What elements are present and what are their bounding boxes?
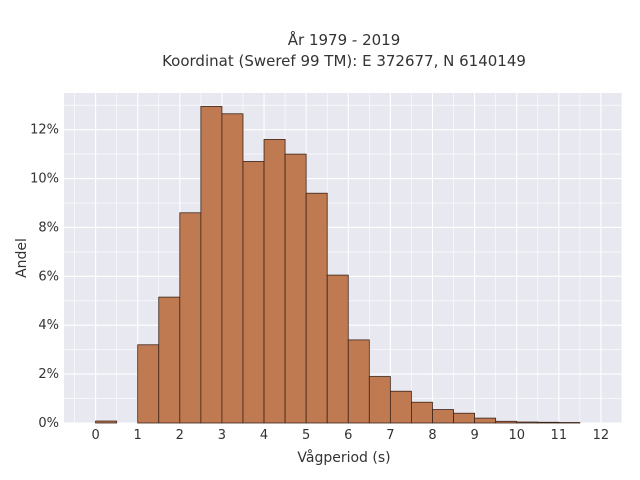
histogram-bar — [389, 390, 412, 424]
histogram-bar — [179, 212, 202, 424]
y-tick-label: 0% — [38, 416, 59, 431]
histogram-bar — [284, 153, 307, 424]
x-tick-label: 12 — [593, 428, 610, 443]
histogram-bar — [411, 401, 433, 424]
x-tick-label: 10 — [508, 428, 525, 443]
chart-title: År 1979 - 2019 — [288, 30, 401, 49]
x-tick-label: 4 — [260, 428, 268, 443]
x-tick-label: 3 — [218, 428, 226, 443]
x-axis-ticks: 0 1 2 3 4 5 6 7 8 9 10 11 12 — [91, 428, 609, 443]
x-tick-label: 6 — [344, 428, 352, 443]
histogram-bar — [495, 420, 518, 424]
x-tick-label: 11 — [551, 428, 568, 443]
x-axis-label: Vågperiod (s) — [297, 449, 390, 466]
histogram-bar — [200, 106, 223, 424]
y-axis-ticks: 0% 2% 4% 6% 8% 10% 12% — [30, 123, 59, 431]
histogram-bar — [263, 139, 286, 424]
histogram-bar — [558, 422, 581, 424]
y-tick-label: 6% — [38, 269, 59, 284]
histogram-bar — [432, 409, 454, 424]
y-tick-label: 4% — [38, 318, 59, 333]
x-tick-label: 1 — [134, 428, 142, 443]
x-tick-label: 5 — [302, 428, 310, 443]
histogram-bar — [537, 421, 560, 424]
histogram-bar — [326, 274, 349, 424]
y-tick-label: 10% — [30, 172, 59, 187]
x-tick-label: 0 — [91, 428, 99, 443]
histogram-bar — [242, 161, 265, 424]
y-tick-label: 8% — [38, 220, 59, 235]
histogram-bar — [95, 420, 118, 424]
histogram-bar — [516, 421, 539, 424]
bars — [95, 106, 581, 424]
histogram-bar — [347, 339, 370, 424]
histogram-bar — [453, 412, 476, 424]
histogram-bar — [137, 344, 160, 424]
histogram-bar — [368, 376, 391, 424]
x-tick-label: 7 — [386, 428, 394, 443]
histogram-bar — [305, 192, 328, 424]
y-axis-label: Andel — [14, 238, 30, 278]
histogram-bar — [474, 417, 497, 424]
y-tick-label: 12% — [30, 123, 59, 138]
x-tick-label: 2 — [176, 428, 184, 443]
histogram-bar — [158, 296, 181, 424]
y-tick-label: 2% — [38, 367, 59, 382]
chart-subtitle: Koordinat (Sweref 99 TM): E 372677, N 61… — [162, 52, 526, 70]
x-tick-label: 8 — [428, 428, 436, 443]
histogram-bar — [221, 113, 244, 424]
x-tick-label: 9 — [470, 428, 478, 443]
